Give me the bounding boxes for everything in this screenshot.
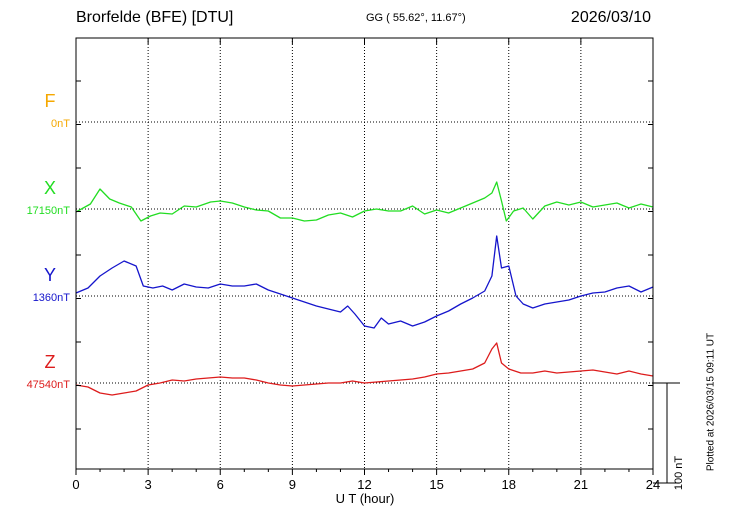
component-name-z: Z [45, 352, 56, 372]
x-tick-label: 12 [357, 477, 371, 492]
series-group [75, 181, 654, 396]
axis-ticks: 0 3 6 9 12 15 18 21 24 [72, 38, 660, 492]
component-baseline-y: 1360nT [33, 292, 71, 304]
series-line-x [75, 181, 654, 222]
component-labels: F 0nT X 17150nT Y 1360nT Z 47540nT [27, 91, 71, 391]
x-axis-label: U T (hour) [336, 491, 395, 506]
x-tick-label: 9 [289, 477, 296, 492]
x-tick-label: 24 [646, 477, 660, 492]
plot-date: 2026/03/10 [570, 9, 651, 26]
series-line-y [75, 235, 654, 329]
component-baseline-x: 17150nT [27, 205, 71, 217]
component-name-f: F [45, 91, 56, 111]
component-baseline-f: 0nT [51, 118, 70, 130]
x-tick-label: 0 [72, 477, 79, 492]
geo-coordinates: GG ( 55.62°, 11.67°) [366, 12, 466, 24]
x-tick-label: 18 [502, 477, 516, 492]
component-name-x: X [44, 178, 56, 198]
x-tick-label: 6 [217, 477, 224, 492]
component-name-y: Y [44, 265, 56, 285]
station-title: Brorfelde (BFE) [DTU] [76, 9, 234, 26]
scale-bar: 100 nT [653, 382, 685, 491]
series-line-z [75, 342, 654, 396]
x-tick-label: 3 [145, 477, 152, 492]
scale-bar-label: 100 nT [673, 456, 685, 491]
grid-lines [147, 38, 582, 469]
component-baseline-z: 47540nT [27, 379, 71, 391]
x-tick-label: 21 [574, 477, 588, 492]
x-tick-label: 15 [429, 477, 443, 492]
